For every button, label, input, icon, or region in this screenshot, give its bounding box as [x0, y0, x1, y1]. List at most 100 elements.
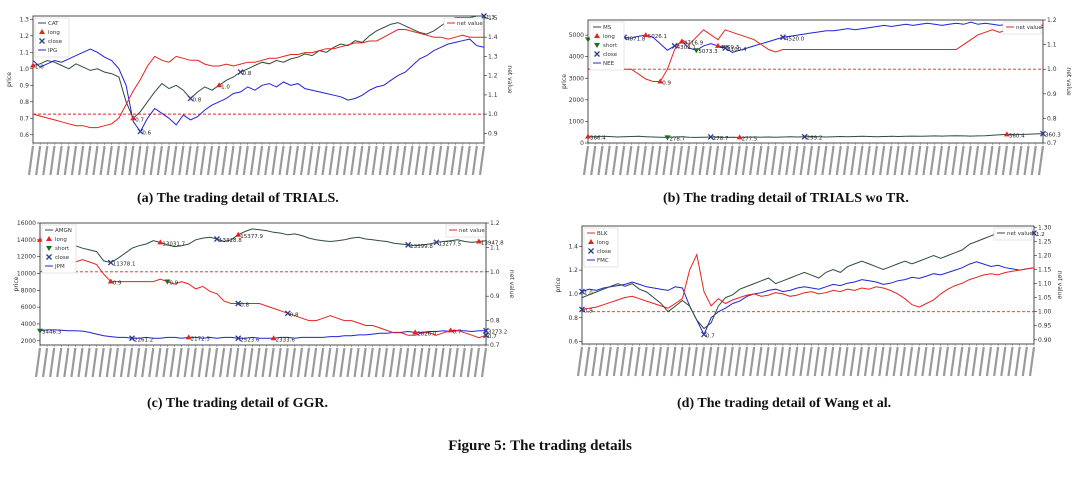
x-tick-label	[987, 145, 994, 176]
short-marker	[585, 37, 591, 43]
x-tick-label	[741, 346, 749, 377]
x-tick-label	[648, 346, 655, 377]
x-tick-label	[119, 347, 127, 378]
y-tick-label: 1.2	[19, 33, 29, 40]
close-marker	[1040, 130, 1046, 137]
x-tick-label	[285, 145, 292, 176]
x-tick-label	[576, 346, 584, 377]
legend-label: long	[603, 34, 615, 40]
x-tick-label	[965, 145, 972, 176]
x-tick-label	[183, 347, 190, 378]
series-line	[32, 15, 484, 120]
x-tick-label	[857, 145, 864, 176]
marker-label: 4716.9	[684, 41, 704, 47]
legend-box	[41, 224, 77, 274]
x-tick-label	[228, 145, 235, 176]
x-tick-label	[99, 145, 106, 176]
legend-box	[1002, 21, 1042, 35]
y2-tick-label: 1.3	[488, 53, 498, 60]
long-marker	[715, 42, 721, 48]
x-tick-label	[582, 145, 590, 176]
x-tick-label	[414, 145, 421, 176]
x-tick-label	[727, 346, 734, 377]
x-tick-label	[821, 145, 828, 176]
x-tick-label	[78, 145, 85, 176]
y-axis-label: price	[13, 276, 20, 291]
long-marker	[107, 278, 114, 284]
x-tick-label	[249, 145, 257, 176]
x-tick-label	[106, 145, 113, 176]
y-tick-label: 16000	[17, 220, 36, 227]
marker-label: 0.7	[453, 329, 462, 335]
x-tick-label	[163, 145, 171, 176]
close-marker	[237, 69, 244, 76]
marker-label: 13399.8	[410, 244, 433, 250]
x-tick-label	[951, 145, 958, 176]
x-tick-label	[879, 145, 886, 176]
y2-tick-label: 1.1	[1047, 42, 1057, 49]
long-marker	[475, 238, 482, 244]
short-marker	[693, 48, 700, 54]
x-tick-label	[233, 347, 240, 378]
marker-label: 13328.8	[219, 238, 242, 244]
legend-label: long	[55, 237, 67, 243]
marker-label: 0.6	[142, 130, 151, 136]
x-tick-label	[240, 347, 247, 378]
x-tick-label	[438, 347, 445, 378]
x-tick-label	[770, 346, 777, 377]
x-tick-label	[395, 347, 403, 378]
marker-label: 277.5	[742, 136, 758, 142]
x-tick-label	[325, 347, 332, 378]
y-tick-label: 4000	[21, 321, 36, 328]
x-tick-label	[619, 346, 627, 377]
long-marker	[585, 133, 591, 139]
x-tick-label	[70, 145, 78, 176]
plot-area	[581, 225, 1035, 345]
legend-close-icon	[46, 254, 52, 260]
legend-label: FMC	[597, 258, 609, 264]
x-tick-label	[353, 347, 360, 378]
legend-box	[443, 17, 483, 31]
x-tick-label	[242, 145, 249, 176]
y2-axis-label: net value	[1065, 67, 1072, 95]
y2-tick-label: 1.20	[1038, 253, 1052, 260]
marker-label: 0.9	[662, 81, 671, 87]
x-tick-label	[84, 347, 91, 378]
marker-label: 0.7	[135, 117, 144, 123]
x-tick-label	[907, 145, 915, 176]
x-tick-label	[35, 145, 42, 176]
close-marker	[483, 327, 489, 334]
x-tick-label	[922, 145, 929, 176]
x-tick-label	[691, 346, 698, 377]
x-tick-label	[749, 145, 756, 176]
legend-label: close	[597, 249, 612, 255]
x-tick-label	[261, 347, 268, 378]
long-marker	[216, 82, 223, 88]
y-tick-label: 0.6	[19, 132, 29, 139]
legend-label: JPM	[54, 264, 65, 270]
legend-right: net value	[445, 224, 485, 238]
y2-tick-label: 1.15	[1038, 267, 1052, 274]
marker-label: 2172.3	[191, 336, 211, 342]
legend-close-icon	[39, 38, 45, 44]
x-tick-label	[698, 145, 705, 176]
x-tick-label	[864, 145, 871, 176]
close-marker	[579, 306, 585, 313]
x-tick-label	[936, 145, 943, 176]
x-tick-label	[292, 145, 299, 176]
legend-label: short	[603, 43, 618, 49]
x-tick-label	[1001, 145, 1008, 176]
y2-tick-label: 0.9	[490, 293, 500, 300]
x-tick-label	[835, 346, 842, 377]
x-tick-label	[393, 145, 400, 176]
y2-axis-label: net value	[506, 65, 513, 93]
x-tick-label	[450, 145, 457, 176]
marker-label: 0.7	[706, 333, 715, 339]
x-tick-label	[914, 346, 921, 377]
x-tick-label	[944, 145, 951, 176]
marker-label: 5100.4	[727, 47, 747, 53]
caption-b: (b) The trading detail of TRIALS wo TR.	[663, 191, 909, 206]
y2-tick-label: 1.1	[488, 92, 498, 99]
x-tick-label	[176, 347, 183, 378]
legend-label: CAT	[48, 21, 59, 27]
